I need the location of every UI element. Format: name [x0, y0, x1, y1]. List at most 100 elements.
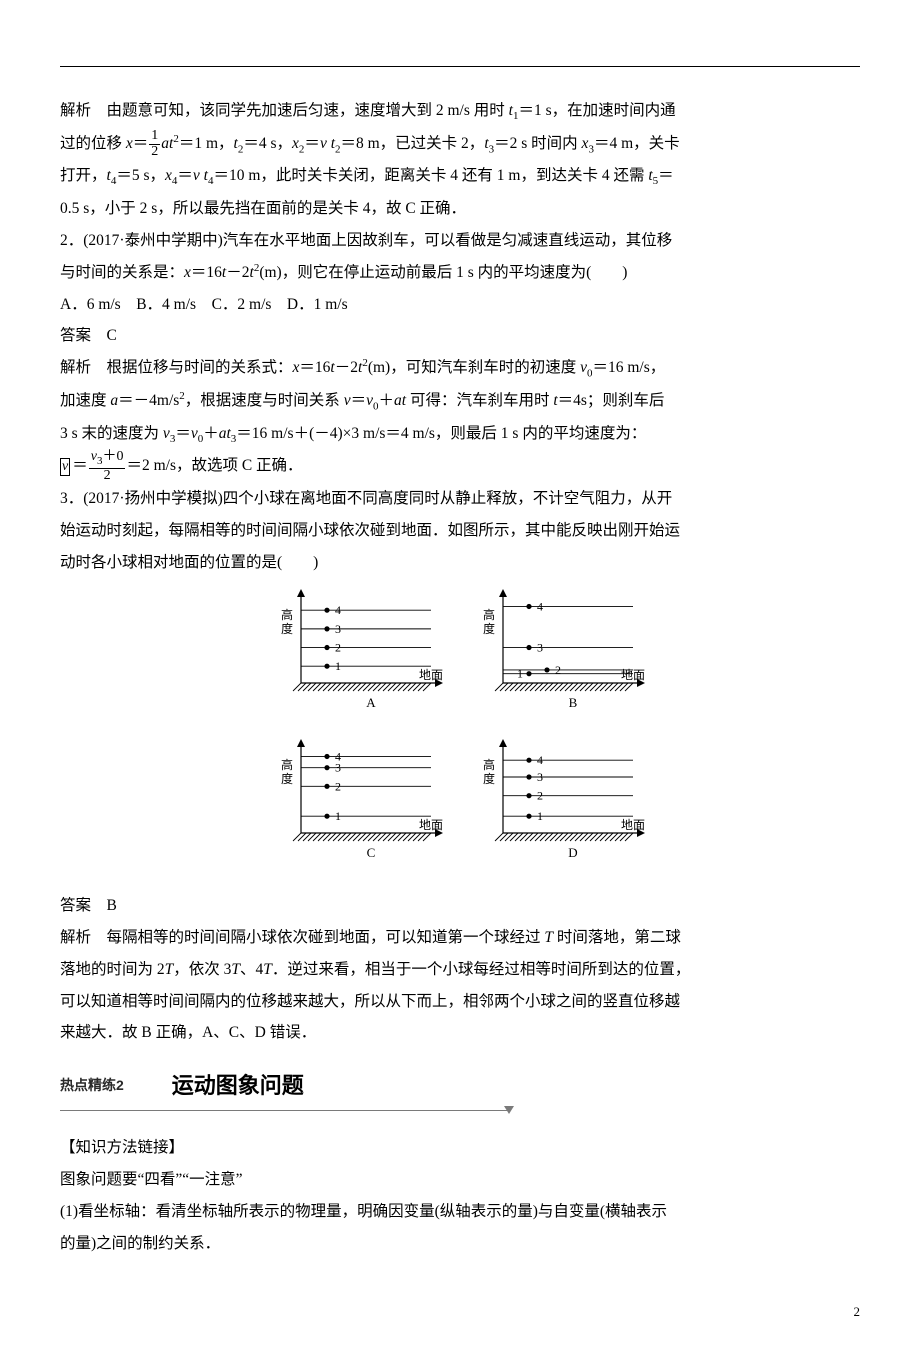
var-at: at [161, 135, 173, 152]
text: (m)，可知汽车刹车时的初速度 [368, 359, 580, 376]
text: ，依次 3 [173, 961, 231, 978]
var-a: a [110, 392, 118, 409]
q2-stem-line1: 2．(2017·泰州中学期中)汽车在水平地面上因故刹车，可以看做是匀减速直线运动… [60, 225, 860, 257]
svg-text:高: 高 [281, 607, 293, 622]
var-x: x [126, 135, 133, 152]
q3-stem-line1: 3．(2017·扬州中学模拟)四个小球在离地面不同高度同时从静止释放，不计空气阻… [60, 483, 860, 515]
text: 、4 [240, 961, 263, 978]
page-number: 2 [60, 1299, 860, 1326]
svg-text:4: 4 [335, 603, 341, 617]
svg-text:B: B [569, 695, 578, 710]
svg-text:地面: 地面 [419, 818, 443, 832]
q3-explain-line2: 落地的时间为 2T，依次 3T、4T．逆过来看，相当于一个小球每经过相等时间所到… [60, 954, 860, 986]
eq: ＝ [133, 135, 149, 152]
text: 过的位移 [60, 135, 126, 152]
var-T: T [544, 929, 553, 946]
fraction-v3: v3＋02 [89, 450, 126, 483]
q2-explain-line3: 3 s 末的速度为 v3＝v0＋at3＝16 m/s＋(－4)×3 m/s＝4 … [60, 418, 860, 451]
eq: ＝ [175, 425, 191, 442]
knowledge-line3: 的量)之间的制约关系． [60, 1228, 860, 1260]
text: ＝8 m，已过关卡 2， [341, 135, 485, 152]
q2-explain-line2: 加速度 a＝－4m/s2，根据速度与时间关系 v＝v0＋at 可得：汽车刹车用时… [60, 385, 860, 418]
text: 解析 由题意可知，该同学先加速后匀速，速度增大到 2 m/s 用时 [60, 102, 509, 119]
svg-text:度: 度 [281, 621, 293, 636]
text: (m)，则它在停止运动前最后 1 s 内的平均速度为( ) [259, 264, 627, 281]
q2-answer: 答案 C [60, 320, 860, 352]
plus: ＋ [203, 425, 219, 442]
q2-explain-line1: 解析 根据位移与时间的关系式：x＝16t－2t2(m)，可知汽车刹车时的初速度 … [60, 352, 860, 385]
text: ．逆过来看，相当于一个小球每经过相等时间所到达的位置， [272, 961, 691, 978]
var-v: v [580, 359, 587, 376]
text: ＝1 s，在加速时间内通 [518, 102, 675, 119]
svg-text:3: 3 [335, 621, 341, 635]
q1-explain-line2: 过的位移 x＝12at2＝1 m，t2＝4 s，x2＝v t2＝8 m，已过关卡… [60, 128, 860, 161]
svg-text:2: 2 [335, 779, 341, 793]
eq: ＝ [177, 167, 193, 184]
section-tag: 热点精练2 [60, 1071, 124, 1100]
chevron-down-icon [504, 1106, 514, 1114]
svg-text:高: 高 [483, 607, 495, 622]
text: 3 s 末的速度为 [60, 425, 163, 442]
text: ＝4 s， [243, 135, 292, 152]
svg-text:1: 1 [335, 809, 341, 823]
text: 可得：汽车刹车用时 [406, 392, 553, 409]
numerator: 1 [149, 129, 160, 144]
var-T: T [231, 961, 240, 978]
var-at: at [219, 425, 231, 442]
avg-v-icon: v [60, 458, 70, 475]
plus: ＋ [378, 392, 394, 409]
section-title: 运动图象问题 [172, 1063, 304, 1108]
q3-answer: 答案 B [60, 890, 860, 922]
numerator: v3＋0 [89, 450, 126, 467]
var-vt: v t [193, 167, 208, 184]
var-T: T [263, 961, 272, 978]
svg-text:4: 4 [335, 749, 341, 763]
text: 落地的时间为 2 [60, 961, 165, 978]
eq: ＝ [72, 457, 88, 474]
svg-text:2: 2 [335, 640, 341, 654]
fraction-half: 12 [149, 129, 160, 159]
svg-text:1: 1 [335, 659, 341, 673]
var-v: v [344, 392, 351, 409]
svg-text:2: 2 [537, 788, 543, 802]
svg-text:4: 4 [537, 753, 543, 767]
text: 解析 每隔相等的时间间隔小球依次碰到地面，可以知道第一个球经过 [60, 929, 544, 946]
q1-explain-line3: 打开，t4＝5 s，x4＝v t4＝10 m，此时关卡关闭，距离关卡 4 还有 … [60, 160, 860, 193]
text: ＝16 m/s＋(－4)×3 m/s＝4 m/s，则最后 1 s 内的平均速度为… [236, 425, 646, 442]
text: ＝4s；则刹车后 [558, 392, 665, 409]
svg-text:C: C [367, 845, 376, 860]
q3-explain-line4: 来越大．故 B 正确，A、C、D 错误． [60, 1017, 860, 1049]
eq: ＝ [304, 135, 320, 152]
knowledge-line2: (1)看坐标轴：看清坐标轴所表示的物理量，明确因变量(纵轴表示的量)与自变量(横… [60, 1196, 860, 1228]
q1-explain-line1: 解析 由题意可知，该同学先加速后匀速，速度增大到 2 m/s 用时 t1＝1 s… [60, 95, 860, 128]
svg-text:3: 3 [537, 640, 543, 654]
text: ＝5 s， [116, 167, 165, 184]
var-x: x [292, 135, 299, 152]
text: ＝1 m， [179, 135, 234, 152]
eq: ＝ [351, 392, 367, 409]
eq: ＝ [658, 167, 674, 184]
svg-text:2: 2 [555, 663, 561, 677]
underline-line [60, 1110, 510, 1111]
q2-options: A．6 m/s B．4 m/s C．2 m/s D．1 m/s [60, 289, 860, 321]
text: ＝2 s 时间内 [494, 135, 581, 152]
var-x: x [184, 264, 191, 281]
q1-explain-line4: 0.5 s，小于 2 s，所以最先挡在面前的是关卡 4，故 C 正确． [60, 193, 860, 225]
svg-text:A: A [366, 695, 376, 710]
q3-stem-line2: 始运动时刻起，每隔相等的时间间隔小球依次碰到地面．如图所示，其中能反映出刚开始运 [60, 515, 860, 547]
var-at: at [394, 392, 406, 409]
diagram-svg: 高度地面1234A高度地面1234B高度地面1234C高度地面1234D [265, 587, 655, 875]
section-header: 热点精练2 运动图象问题 [60, 1063, 860, 1108]
text: 与时间的关系是： [60, 264, 184, 281]
var-v: v [191, 425, 198, 442]
top-rule [60, 66, 860, 67]
denominator: 2 [89, 468, 126, 484]
var-vt: v t [320, 135, 335, 152]
svg-text:度: 度 [281, 771, 293, 786]
q2-explain-line4: v＝v3＋02＝2 m/s，故选项 C 正确． [60, 450, 860, 483]
svg-text:1: 1 [537, 809, 543, 823]
text: 时间落地，第二球 [553, 929, 681, 946]
var-T: T [165, 961, 174, 978]
var-v: v [163, 425, 170, 442]
svg-text:度: 度 [483, 771, 495, 786]
